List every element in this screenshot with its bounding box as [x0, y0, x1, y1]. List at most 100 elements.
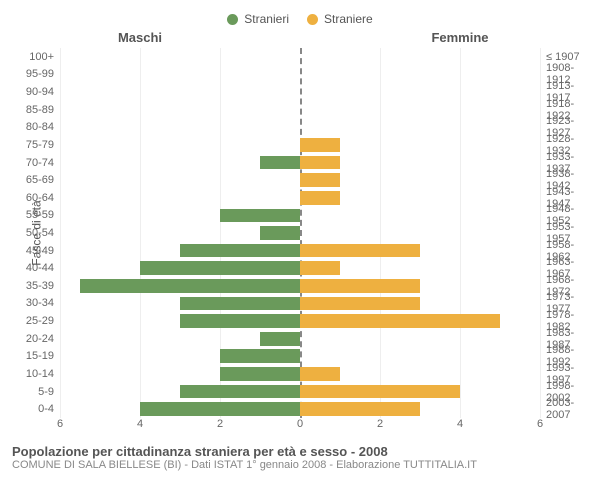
- pyramid-row: 90-941913-1917: [10, 83, 590, 101]
- age-label: 85-89: [10, 104, 60, 116]
- bar-male: [140, 402, 300, 416]
- age-label: 5-9: [10, 386, 60, 398]
- age-label: 65-69: [10, 174, 60, 186]
- age-label: 15-19: [10, 350, 60, 362]
- bar-cell-female: [300, 400, 540, 418]
- age-label: 75-79: [10, 139, 60, 151]
- bar-cell-female: [300, 136, 540, 154]
- bar-female: [300, 156, 340, 170]
- age-label: 50-54: [10, 227, 60, 239]
- pyramid-row: 35-391968-1972: [10, 277, 590, 295]
- bar-cell-male: [60, 330, 300, 348]
- age-label: 0-4: [10, 403, 60, 415]
- bar-cell-male: [60, 312, 300, 330]
- bar-cell-female: [300, 224, 540, 242]
- pyramid-row: 25-291978-1982: [10, 312, 590, 330]
- bar-female: [300, 244, 420, 258]
- bar-cell-female: [300, 171, 540, 189]
- x-tick: 2: [377, 418, 383, 430]
- bar-female: [300, 191, 340, 205]
- bar-cell-male: [60, 400, 300, 418]
- population-pyramid-chart: Stranieri Straniere Maschi Femmine Fasce…: [0, 0, 600, 500]
- bar-cell-female: [300, 207, 540, 225]
- age-label: 35-39: [10, 280, 60, 292]
- pyramid-row: 5-91998-2002: [10, 383, 590, 401]
- age-label: 25-29: [10, 315, 60, 327]
- pyramid-row: 60-641943-1947: [10, 189, 590, 207]
- bar-cell-male: [60, 277, 300, 295]
- bar-cell-female: [300, 295, 540, 313]
- pyramid-row: 0-42003-2007: [10, 400, 590, 418]
- bar-male: [180, 244, 300, 258]
- age-label: 10-14: [10, 368, 60, 380]
- swatch-female: [307, 14, 318, 25]
- rows-container: 100+≤ 190795-991908-191290-941913-191785…: [10, 48, 590, 418]
- age-label: 100+: [10, 51, 60, 63]
- bar-cell-male: [60, 365, 300, 383]
- swatch-male: [227, 14, 238, 25]
- bar-female: [300, 261, 340, 275]
- bar-male: [140, 261, 300, 275]
- bar-cell-female: [300, 101, 540, 119]
- age-label: 90-94: [10, 86, 60, 98]
- age-label: 80-84: [10, 121, 60, 133]
- age-label: 40-44: [10, 262, 60, 274]
- bar-cell-male: [60, 154, 300, 172]
- x-axis: 6420246: [10, 418, 590, 440]
- pyramid-row: 65-691938-1942: [10, 171, 590, 189]
- pyramid-row: 50-541953-1957: [10, 224, 590, 242]
- bar-female: [300, 367, 340, 381]
- pyramid-row: 45-491958-1962: [10, 242, 590, 260]
- age-label: 95-99: [10, 68, 60, 80]
- bar-female: [300, 297, 420, 311]
- x-tick: 6: [537, 418, 543, 430]
- bar-cell-male: [60, 295, 300, 313]
- bar-cell-male: [60, 383, 300, 401]
- bar-female: [300, 138, 340, 152]
- caption-title: Popolazione per cittadinanza straniera p…: [12, 444, 588, 459]
- bar-cell-female: [300, 312, 540, 330]
- pyramid-row: 85-891918-1922: [10, 101, 590, 119]
- bar-cell-male: [60, 66, 300, 84]
- legend-item-male: Stranieri: [227, 8, 289, 30]
- bar-female: [300, 314, 500, 328]
- legend-label-male: Stranieri: [244, 12, 289, 26]
- bar-female: [300, 402, 420, 416]
- bar-cell-female: [300, 154, 540, 172]
- bar-female: [300, 279, 420, 293]
- bar-cell-female: [300, 277, 540, 295]
- age-label: 20-24: [10, 333, 60, 345]
- pyramid-row: 95-991908-1912: [10, 66, 590, 84]
- caption-subtitle: COMUNE DI SALA BIELLESE (BI) - Dati ISTA…: [12, 459, 588, 471]
- pyramid-row: 15-191988-1992: [10, 348, 590, 366]
- bar-cell-male: [60, 189, 300, 207]
- column-titles: Maschi Femmine: [10, 30, 590, 48]
- bar-cell-female: [300, 242, 540, 260]
- bar-male: [180, 314, 300, 328]
- bar-male: [180, 385, 300, 399]
- bar-male: [80, 279, 300, 293]
- bar-cell-female: [300, 383, 540, 401]
- legend-label-female: Straniere: [324, 12, 373, 26]
- bar-cell-male: [60, 171, 300, 189]
- bar-cell-female: [300, 365, 540, 383]
- plot-area: Fasce di età Anni di nascita 100+≤ 19079…: [10, 48, 590, 418]
- x-tick: 2: [217, 418, 223, 430]
- bar-cell-female: [300, 118, 540, 136]
- bar-cell-male: [60, 48, 300, 66]
- x-tick: 6: [57, 418, 63, 430]
- bar-cell-male: [60, 136, 300, 154]
- bar-cell-male: [60, 224, 300, 242]
- pyramid-row: 70-741933-1937: [10, 154, 590, 172]
- bar-male: [260, 332, 300, 346]
- bar-cell-female: [300, 66, 540, 84]
- bar-cell-female: [300, 259, 540, 277]
- age-label: 70-74: [10, 157, 60, 169]
- bar-male: [220, 209, 300, 223]
- pyramid-row: 10-141993-1997: [10, 365, 590, 383]
- pyramid-row: 30-341973-1977: [10, 295, 590, 313]
- birth-year-label: ≤ 1907: [540, 51, 590, 63]
- bar-cell-male: [60, 242, 300, 260]
- bar-cell-male: [60, 101, 300, 119]
- x-tick: 4: [137, 418, 143, 430]
